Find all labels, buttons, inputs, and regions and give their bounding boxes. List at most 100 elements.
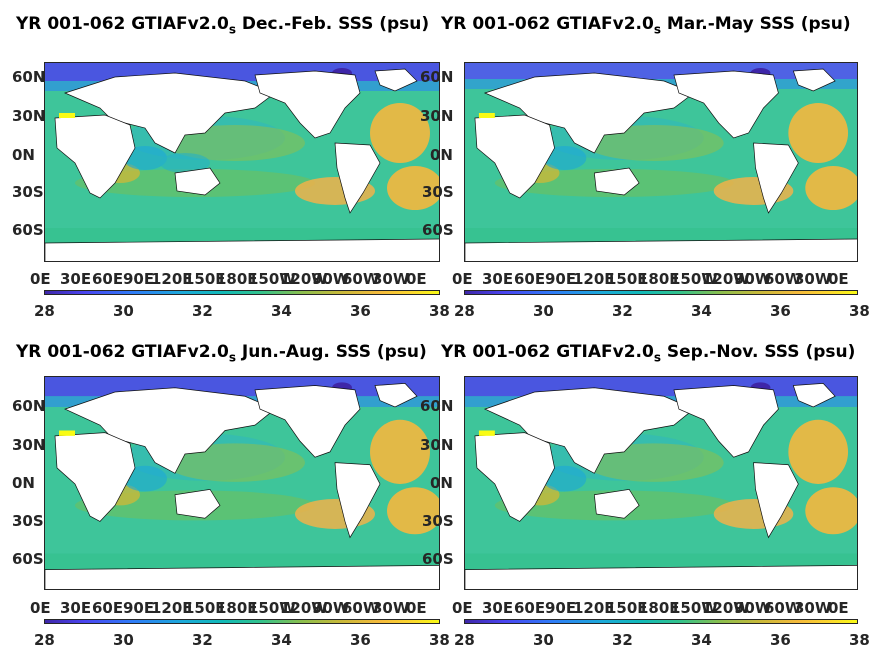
lat-label: 30N	[420, 436, 454, 454]
colorbar	[44, 290, 440, 295]
lon-label: 30W	[794, 270, 832, 288]
lon-label: 60E	[92, 599, 124, 617]
lon-label: 150E	[184, 599, 226, 617]
sss-field	[45, 63, 439, 261]
lat-label: 60N	[420, 68, 454, 86]
lon-label: 90E	[123, 270, 155, 288]
lon-label: 180E	[638, 270, 680, 288]
lon-label: 30E	[60, 599, 92, 617]
lon-label: 120W	[702, 270, 750, 288]
lon-label: 60W	[764, 270, 802, 288]
lat-label: 0N	[430, 146, 453, 164]
lon-label: 90W	[312, 599, 350, 617]
lat-label: 60N	[12, 397, 46, 415]
lon-label: 30W	[372, 599, 410, 617]
lon-label: 180E	[216, 599, 258, 617]
colorbar-tick-label: 34	[691, 302, 712, 320]
lat-label: 30N	[12, 436, 46, 454]
lon-label: 120E	[573, 270, 615, 288]
colorbar	[44, 619, 440, 624]
colorbar-tick-label: 38	[429, 302, 450, 320]
lon-label: 30E	[60, 270, 92, 288]
lon-label: 120W	[280, 599, 328, 617]
lon-label: 60W	[764, 599, 802, 617]
lon-label: 120E	[151, 599, 193, 617]
colorbar-tick-label: 36	[350, 302, 371, 320]
panel-title: YR 001-062 GTIAFv2.0s Mar.-May SSS (psu)	[441, 14, 851, 37]
lon-axis: 0E 30E 60E 90E 120E 150E 180E 150W 120W …	[30, 600, 450, 616]
colorbar-ticks: 28 30 32 34 36 38	[34, 632, 454, 648]
colorbar-tick-label: 28	[34, 302, 55, 320]
lon-label: 0E	[406, 270, 427, 288]
lon-label: 0E	[828, 270, 849, 288]
lat-label: 60N	[12, 68, 46, 86]
lon-label: 0E	[452, 270, 473, 288]
colorbar-tick-label: 28	[454, 631, 475, 649]
lon-label: 180E	[638, 599, 680, 617]
lat-label: 0N	[12, 474, 35, 492]
lat-label: 60S	[12, 550, 44, 568]
lat-label: 0N	[430, 474, 453, 492]
lon-label: 150E	[606, 599, 648, 617]
sss-field	[465, 63, 857, 261]
lon-label: 60E	[514, 270, 546, 288]
colorbar-tick-label: 32	[192, 631, 213, 649]
sss-map	[44, 376, 440, 590]
lon-axis: 0E 30E 60E 90E 120E 150E 180E 150W 120W …	[452, 600, 872, 616]
lon-label: 150W	[670, 270, 718, 288]
lon-label: 30E	[482, 270, 514, 288]
lon-label: 0E	[30, 599, 51, 617]
lat-label: 30N	[420, 107, 454, 125]
lat-label: 60S	[422, 550, 454, 568]
lon-label: 150E	[606, 270, 648, 288]
lon-label: 120W	[280, 270, 328, 288]
lat-label: 30S	[422, 183, 454, 201]
panel-title: YR 001-062 GTIAFv2.0s Dec.-Feb. SSS (psu…	[16, 14, 430, 37]
lon-label: 60W	[342, 270, 380, 288]
lat-label: 30S	[12, 183, 44, 201]
colorbar-tick-label: 38	[849, 631, 870, 649]
colorbar-tick-label: 38	[429, 631, 450, 649]
colorbar-tick-label: 36	[770, 302, 791, 320]
lon-label: 0E	[30, 270, 51, 288]
sss-map	[44, 62, 440, 262]
lon-axis: 0E 30E 60E 90E 120E 150E 180E 150W 120W …	[452, 271, 872, 287]
colorbar-tick-label: 32	[612, 631, 633, 649]
lat-label: 30S	[12, 512, 44, 530]
lon-label: 120E	[573, 599, 615, 617]
lon-label: 0E	[452, 599, 473, 617]
colorbar-tick-label: 36	[350, 631, 371, 649]
colorbar-tick-label: 34	[271, 302, 292, 320]
lon-axis: 0E 30E 60E 90E 120E 150E 180E 150W 120W …	[30, 271, 450, 287]
lon-label: 0E	[406, 599, 427, 617]
colorbar-tick-label: 30	[113, 631, 134, 649]
colorbar-ticks: 28 30 32 34 36 38	[454, 632, 874, 648]
colorbar	[464, 619, 858, 624]
lat-label: 30S	[422, 512, 454, 530]
sss-map	[464, 62, 858, 262]
sss-map	[464, 376, 858, 590]
colorbar-tick-label: 28	[454, 302, 475, 320]
lon-label: 60E	[92, 270, 124, 288]
colorbar-tick-label: 34	[691, 631, 712, 649]
lon-label: 150E	[184, 270, 226, 288]
lon-label: 30W	[372, 270, 410, 288]
colorbar-tick-label: 28	[34, 631, 55, 649]
lon-label: 60W	[342, 599, 380, 617]
colorbar-tick-label: 30	[113, 302, 134, 320]
sss-field	[465, 377, 857, 589]
colorbar-tick-label: 38	[849, 302, 870, 320]
lat-label: 60N	[420, 397, 454, 415]
lon-label: 90W	[312, 270, 350, 288]
colorbar-tick-label: 32	[192, 302, 213, 320]
lon-label: 150W	[248, 599, 296, 617]
lon-label: 30W	[794, 599, 832, 617]
lon-label: 150W	[248, 270, 296, 288]
lat-label: 60S	[422, 221, 454, 239]
lon-label: 90W	[734, 599, 772, 617]
colorbar-tick-label: 36	[770, 631, 791, 649]
lat-label: 0N	[12, 146, 35, 164]
colorbar-tick-label: 32	[612, 302, 633, 320]
sss-field	[45, 377, 439, 589]
colorbar-tick-label: 30	[533, 631, 554, 649]
